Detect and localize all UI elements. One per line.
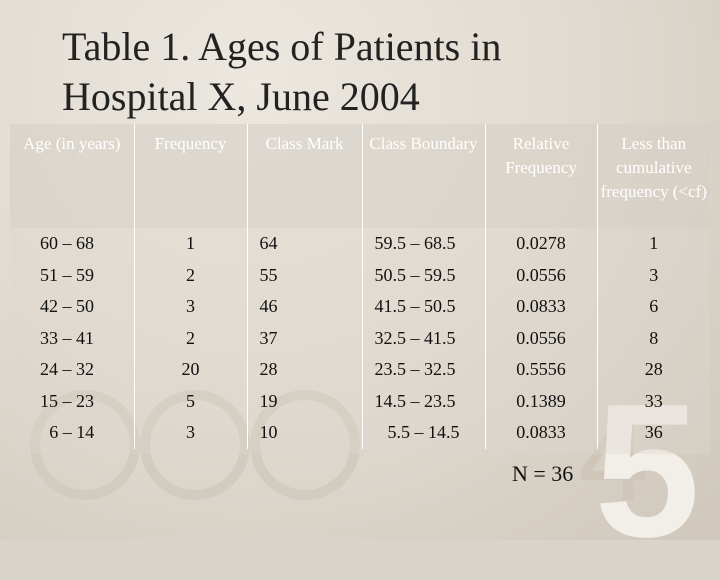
- cell-frequency: 3: [133, 417, 248, 449]
- cell-frequency: 5: [133, 385, 248, 417]
- cell-class-mark: 28: [246, 354, 363, 386]
- cell-age: 42 – 50: [10, 291, 135, 323]
- cell-relative-frequency: 0.0833: [484, 291, 598, 323]
- table-row: 60 – 68 1 64 59.5 – 68.5 0.0278 1: [10, 228, 710, 260]
- table-header-row: Age (in years) Frequency Class Mark Clas…: [10, 124, 710, 228]
- cell-class-mark: 19: [246, 385, 363, 417]
- cell-age: 24 – 32: [10, 354, 135, 386]
- cell-relative-frequency: 0.0556: [484, 259, 598, 291]
- cell-less-than-cf: 33: [596, 385, 710, 417]
- header-less-than-cf: Less than cumulative frequency (<cf): [596, 124, 710, 228]
- cell-frequency: 3: [133, 291, 248, 323]
- cell-age: 51 – 59: [10, 259, 135, 291]
- cell-class-boundary: 41.5 – 50.5: [361, 291, 486, 323]
- cell-less-than-cf: 1: [596, 228, 710, 260]
- cell-frequency: 20: [133, 354, 248, 386]
- cell-frequency: 2: [133, 322, 248, 354]
- cell-age: 15 – 23: [10, 385, 135, 417]
- frequency-table: Age (in years) Frequency Class Mark Clas…: [10, 124, 710, 449]
- cell-class-mark: 10: [246, 417, 363, 449]
- cell-less-than-cf: 6: [596, 291, 710, 323]
- cell-less-than-cf: 8: [596, 322, 710, 354]
- title-line-1: Table 1. Ages of Patients in: [62, 24, 502, 69]
- cell-frequency: 1: [133, 228, 248, 260]
- table-row: 33 – 41 2 37 32.5 – 41.5 0.0556 8: [10, 322, 710, 354]
- cell-relative-frequency: 0.5556: [484, 354, 598, 386]
- table-row: 6 – 14 3 10 5.5 – 14.5 0.0833 36: [10, 417, 710, 449]
- table-row: 15 – 23 5 19 14.5 – 23.5 0.1389 33: [10, 385, 710, 417]
- cell-class-boundary: 23.5 – 32.5: [361, 354, 486, 386]
- cell-less-than-cf: 3: [596, 259, 710, 291]
- header-relative-frequency: Relative Frequency: [484, 124, 598, 228]
- cell-class-mark: 37: [246, 322, 363, 354]
- cell-class-boundary: 59.5 – 68.5: [361, 228, 486, 260]
- cell-age: 60 – 68: [10, 228, 135, 260]
- cell-less-than-cf: 36: [596, 417, 710, 449]
- header-class-mark: Class Mark: [246, 124, 363, 228]
- cell-class-mark: 64: [246, 228, 363, 260]
- slide-title: Table 1. Ages of Patients in Hospital X,…: [62, 22, 501, 122]
- cell-less-than-cf: 28: [596, 354, 710, 386]
- cell-relative-frequency: 0.0833: [484, 417, 598, 449]
- header-class-boundary: Class Boundary: [361, 124, 486, 228]
- cell-class-boundary: 32.5 – 41.5: [361, 322, 486, 354]
- table-row: 42 – 50 3 46 41.5 – 50.5 0.0833 6: [10, 291, 710, 323]
- cell-relative-frequency: 0.0556: [484, 322, 598, 354]
- cell-class-boundary: 50.5 – 59.5: [361, 259, 486, 291]
- cell-class-mark: 55: [246, 259, 363, 291]
- cell-class-mark: 46: [246, 291, 363, 323]
- cell-relative-frequency: 0.1389: [484, 385, 598, 417]
- cell-relative-frequency: 0.0278: [484, 228, 598, 260]
- cell-age: 6 – 14: [10, 417, 135, 449]
- title-line-2: Hospital X, June 2004: [62, 74, 420, 119]
- cell-frequency: 2: [133, 259, 248, 291]
- header-frequency: Frequency: [133, 124, 248, 228]
- header-age: Age (in years): [10, 124, 135, 228]
- sample-size-note: N = 36: [512, 461, 574, 486]
- cell-class-boundary: 5.5 – 14.5: [361, 417, 486, 449]
- frequency-table-container: Age (in years) Frequency Class Mark Clas…: [10, 124, 710, 454]
- cell-class-boundary: 14.5 – 23.5: [361, 385, 486, 417]
- cell-age: 33 – 41: [10, 322, 135, 354]
- table-row: 51 – 59 2 55 50.5 – 59.5 0.0556 3: [10, 259, 710, 291]
- table-row: 24 – 32 20 28 23.5 – 32.5 0.5556 28: [10, 354, 710, 386]
